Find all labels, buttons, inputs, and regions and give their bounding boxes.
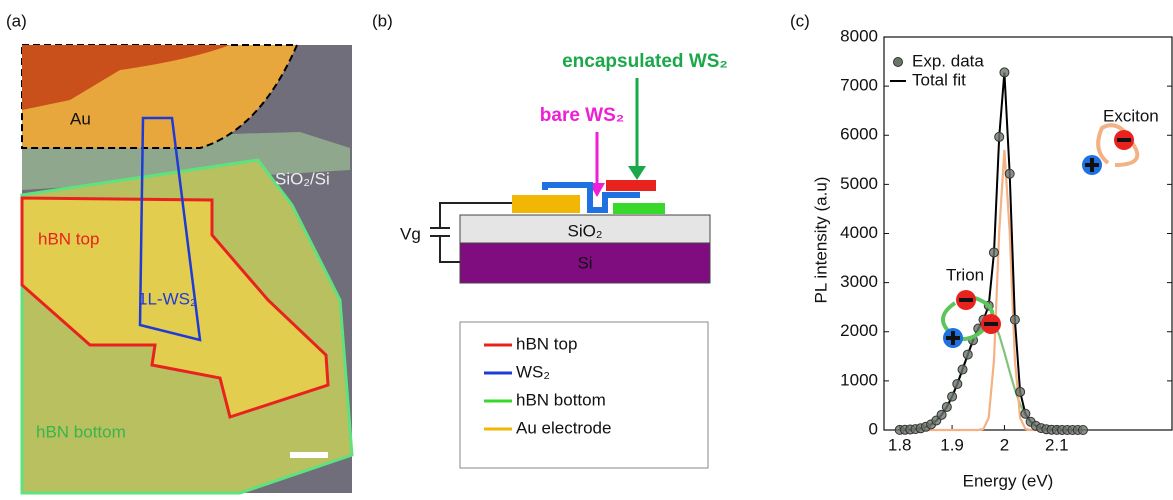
data-point bbox=[995, 132, 1004, 141]
encapsulated-label: encapsulated WS₂ bbox=[562, 51, 728, 72]
legend-label: WS₂ bbox=[516, 362, 550, 381]
data-point bbox=[963, 350, 972, 359]
x-tick-label: 2 bbox=[1000, 435, 1009, 454]
data-point bbox=[942, 402, 951, 411]
data-point bbox=[948, 392, 957, 401]
panel-label: (b) bbox=[372, 11, 393, 30]
y-tick-label: 5000 bbox=[840, 174, 878, 193]
data-point bbox=[1021, 409, 1030, 418]
y-tick-label: 3000 bbox=[840, 272, 878, 291]
legend-label: hBN top bbox=[516, 334, 577, 353]
oxide-label: SiO₂ bbox=[568, 221, 603, 240]
data-point bbox=[1010, 315, 1019, 324]
component-label: Trion bbox=[946, 265, 984, 284]
y-axis-label: PL intensity (a.u) bbox=[811, 177, 830, 304]
data-point bbox=[958, 365, 967, 374]
y-tick-label: 6000 bbox=[840, 125, 878, 144]
gate-label: Vg bbox=[400, 224, 421, 243]
hbn-top-label: hBN top bbox=[38, 229, 99, 248]
figure: (a) Au SiO₂/Si hBN top 1L-WS₂ hBN bottom… bbox=[0, 0, 1173, 495]
data-point bbox=[1078, 426, 1087, 435]
x-axis-label: Energy (eV) bbox=[963, 471, 1054, 490]
panel-label: (a) bbox=[6, 11, 27, 30]
data-point bbox=[1005, 169, 1014, 178]
y-tick-label: 1000 bbox=[840, 370, 878, 389]
series-line bbox=[900, 150, 1083, 430]
data-point bbox=[1016, 387, 1025, 396]
x-tick-label: 2.1 bbox=[1045, 435, 1069, 454]
au-label: Au bbox=[70, 109, 91, 128]
particle-icons bbox=[943, 125, 1137, 348]
bare-label: bare WS₂ bbox=[540, 105, 624, 126]
plot-frame bbox=[884, 37, 1172, 430]
data-point bbox=[937, 410, 946, 419]
data-point bbox=[953, 379, 962, 388]
ws2-label: 1L-WS₂ bbox=[138, 289, 197, 308]
x-tick-label: 1.9 bbox=[940, 435, 964, 454]
legend-label: Total fit bbox=[912, 70, 966, 89]
x-tick-label: 1.8 bbox=[888, 435, 912, 454]
series-line bbox=[900, 318, 1083, 430]
panel-label: (c) bbox=[790, 11, 810, 30]
legend-label: Exp. data bbox=[912, 51, 984, 70]
y-tick-label: 7000 bbox=[840, 76, 878, 95]
component-label: Exciton bbox=[1103, 106, 1159, 125]
schematic-legend: hBN top WS₂ hBN bottom Au electrode bbox=[484, 334, 611, 437]
y-tick-label: 4000 bbox=[840, 223, 878, 242]
y-tick-label: 2000 bbox=[840, 321, 878, 340]
silicon-label: Si bbox=[577, 253, 592, 272]
legend-marker bbox=[894, 58, 903, 67]
substrate-label: SiO₂/Si bbox=[275, 169, 330, 188]
hbn-bottom-label: hBN bottom bbox=[36, 422, 126, 441]
data-point bbox=[989, 248, 998, 257]
legend-label: Au electrode bbox=[516, 418, 611, 437]
data-point bbox=[1000, 68, 1009, 77]
legend-label: hBN bottom bbox=[516, 390, 606, 409]
chart: 0 1000 2000 3000 4000 5000 6000 7000 8000 1.8 1.9 2… bbox=[811, 26, 1172, 490]
y-tick-label: 8000 bbox=[840, 26, 878, 45]
y-tick-label: 0 bbox=[869, 419, 878, 438]
